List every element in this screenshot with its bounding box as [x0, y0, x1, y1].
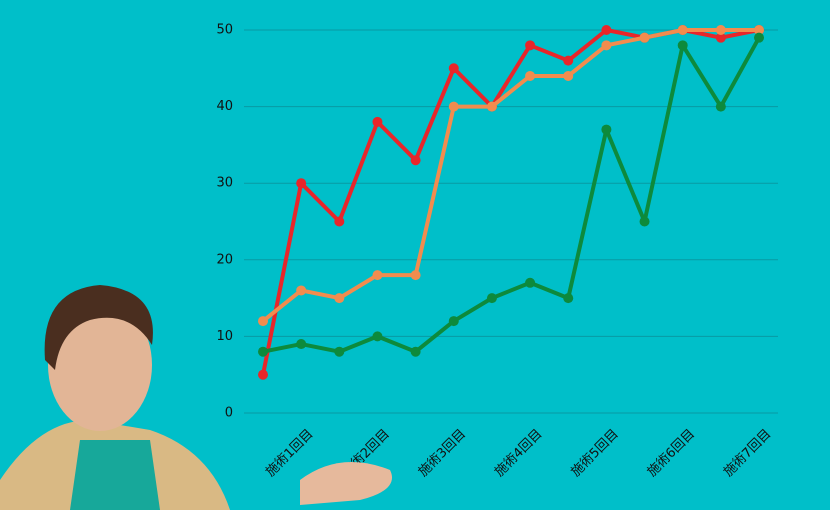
data-point	[525, 277, 536, 288]
y-tick-label: 20	[216, 252, 233, 267]
data-point	[601, 40, 612, 51]
data-point	[754, 32, 764, 43]
data-point	[563, 55, 574, 66]
data-point	[448, 316, 459, 327]
data-point	[754, 25, 764, 35]
data-point	[296, 178, 307, 189]
data-point	[334, 216, 345, 227]
y-tick-label: 30	[216, 176, 233, 191]
data-point	[525, 70, 536, 81]
data-point	[639, 216, 650, 227]
data-point	[258, 346, 268, 357]
data-point	[372, 270, 383, 281]
data-point	[486, 101, 497, 112]
data-point	[525, 40, 536, 51]
data-point	[677, 25, 688, 35]
data-point	[296, 285, 307, 296]
data-point	[601, 124, 612, 135]
data-point	[715, 25, 726, 35]
data-point	[372, 116, 383, 127]
face	[48, 299, 152, 431]
presenter-photo	[0, 285, 392, 510]
data-point	[448, 101, 459, 112]
hand	[300, 462, 392, 505]
shirt	[70, 440, 160, 510]
data-point	[296, 339, 307, 350]
data-point	[410, 155, 421, 166]
data-point	[486, 293, 497, 304]
hair	[44, 285, 153, 370]
data-point	[410, 270, 421, 281]
data-point	[639, 32, 650, 43]
data-point	[715, 101, 726, 112]
data-point	[372, 331, 383, 342]
data-point	[334, 346, 345, 357]
series-line	[261, 28, 759, 323]
data-point	[258, 316, 268, 327]
data-point	[334, 293, 345, 304]
series-line	[262, 36, 761, 354]
data-point	[410, 346, 421, 357]
data-point	[601, 25, 612, 35]
data-point	[677, 40, 688, 51]
y-tick-label: 50	[216, 23, 233, 38]
data-point	[715, 32, 726, 43]
y-tick-label: 10	[216, 329, 233, 344]
data-point	[258, 369, 268, 380]
data-point	[448, 63, 459, 74]
data-point	[563, 70, 574, 81]
y-tick-label: 0	[225, 406, 233, 421]
data-point	[563, 293, 574, 304]
y-tick-label: 40	[216, 99, 233, 114]
